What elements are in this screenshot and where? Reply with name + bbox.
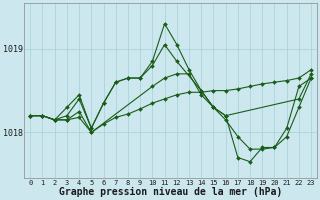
X-axis label: Graphe pression niveau de la mer (hPa): Graphe pression niveau de la mer (hPa) xyxy=(59,187,282,197)
